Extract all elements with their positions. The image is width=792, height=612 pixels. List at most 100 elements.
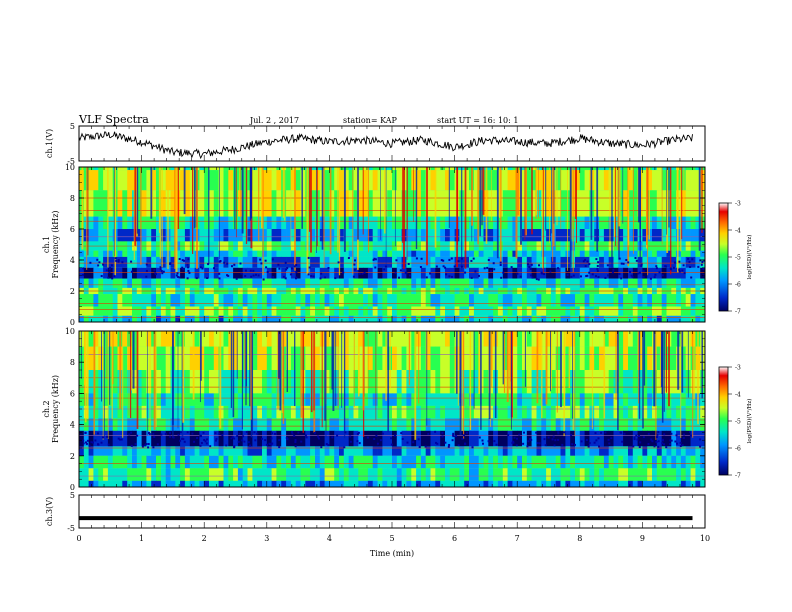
ch2-spec-cell bbox=[242, 393, 248, 406]
ch1-spec-cell bbox=[661, 170, 667, 191]
ch1-spec-cell bbox=[420, 278, 427, 288]
ch2-spec-cell bbox=[541, 405, 547, 419]
ch2-spec-cell bbox=[204, 370, 210, 394]
ch1-spec-cell bbox=[107, 229, 114, 242]
ch2-spec-cell bbox=[488, 346, 494, 370]
ch2-spec-cell bbox=[531, 418, 537, 431]
ch2-spec-cell bbox=[348, 405, 354, 419]
ch2-spec-cell bbox=[464, 430, 470, 447]
ch2-spec-cell bbox=[310, 418, 316, 431]
ch1-spec-cell bbox=[367, 216, 374, 229]
ch1-spec-cell bbox=[199, 190, 205, 217]
ch2-spec-speckle bbox=[294, 439, 297, 441]
ch2-spec-cell bbox=[613, 480, 619, 487]
ch2-spec-cell bbox=[676, 405, 682, 419]
ch2-spec-cell bbox=[502, 393, 508, 406]
ch1-spec-cell bbox=[213, 250, 219, 257]
ch1-spec-cell bbox=[213, 256, 219, 268]
ch1-spec-cell bbox=[117, 167, 123, 171]
ch2-spec-cell bbox=[122, 468, 128, 481]
ch1-spec-cell bbox=[507, 190, 513, 217]
ch1-spec-cell bbox=[382, 278, 388, 288]
ch1-spec-cell bbox=[189, 315, 195, 322]
ch1-spec-speckle bbox=[176, 275, 179, 278]
ch1-spec-cell bbox=[199, 294, 205, 307]
ch1-spec-speckle bbox=[183, 259, 185, 262]
ch1-spec-cell bbox=[502, 167, 508, 171]
ch1-spec-cell bbox=[618, 216, 624, 229]
ch1-spec-cell bbox=[594, 267, 600, 279]
ch1-spec-cell bbox=[560, 267, 566, 279]
ch1-spec-cell bbox=[628, 256, 634, 268]
ch2-spec-cell bbox=[194, 446, 200, 456]
ch2-spec-cell bbox=[488, 446, 494, 456]
ch2-spec-cell bbox=[276, 370, 282, 394]
ch1-spec-cell bbox=[324, 229, 330, 242]
ch2-spec-cell bbox=[473, 480, 480, 487]
ch1-spec-speckle bbox=[604, 276, 607, 279]
ch2-spec-cell bbox=[156, 455, 162, 469]
ch2-spec-cell bbox=[136, 480, 142, 487]
ch1-spec-cell bbox=[473, 167, 480, 171]
ch2-spec-cell bbox=[550, 331, 557, 347]
ch2-spec-speckle bbox=[215, 439, 217, 442]
ch2-spec-speckle bbox=[218, 432, 221, 435]
ch1-spec-cell bbox=[295, 229, 301, 242]
ch2-spec-cell bbox=[661, 405, 667, 419]
ch2-spec-cell bbox=[156, 480, 162, 487]
ch2-spec-cell bbox=[526, 405, 532, 419]
ch2-spec-cell bbox=[473, 446, 480, 456]
ch2-spec-cell bbox=[103, 418, 109, 431]
ch1-spec-cell bbox=[555, 250, 561, 257]
ch1-spec-ytick-label: 8 bbox=[70, 194, 75, 203]
ch1-spec-cell bbox=[228, 278, 234, 288]
ch2-spec-cell bbox=[647, 480, 653, 487]
ch2-spec-cell bbox=[478, 430, 484, 447]
ch2-spec-cell bbox=[295, 393, 301, 406]
ch1-spec-cell bbox=[599, 170, 605, 191]
ch1-spec-cell bbox=[603, 267, 610, 279]
ch1-spec-cell bbox=[343, 190, 349, 217]
ch1-spec-cell bbox=[184, 190, 191, 217]
ch2-spec-cell bbox=[367, 346, 374, 370]
ch1-spec-speckle bbox=[566, 273, 569, 276]
ch1-spec-cell bbox=[575, 306, 581, 316]
ch1-spec-cell bbox=[348, 190, 354, 217]
ch2-spec-cell bbox=[107, 346, 114, 370]
ch1-spec-cell bbox=[565, 170, 571, 191]
ch2-spec-cell bbox=[132, 418, 138, 431]
ch1-spec-cell bbox=[310, 294, 316, 307]
ch2-spec-cell bbox=[676, 455, 682, 469]
ch2-spec-cell bbox=[141, 331, 147, 347]
ch2-spec-cell bbox=[286, 346, 292, 370]
ch2-spec-cell bbox=[209, 405, 215, 419]
ch1-spec-cell bbox=[406, 294, 412, 307]
ch1-spec-cell bbox=[440, 167, 446, 171]
ch2-spec-cell bbox=[348, 446, 354, 456]
ch1-spec-cell bbox=[541, 250, 547, 257]
ch2-spec-speckle bbox=[193, 440, 196, 443]
ch2-spec-cell bbox=[305, 370, 311, 394]
ch1-spec-cell bbox=[546, 250, 552, 257]
ch1-spec-cell bbox=[560, 250, 566, 257]
ch2-spec-speckle bbox=[435, 441, 437, 444]
ch2-spec-cell bbox=[435, 430, 441, 447]
ch2-spec-cell bbox=[310, 480, 316, 487]
ch2-spec-cell bbox=[425, 370, 431, 394]
ch1-spec-cell bbox=[603, 278, 610, 288]
ch2-spec-cell bbox=[112, 468, 118, 481]
ch1-spec-speckle bbox=[582, 260, 585, 263]
ch1-spec-cell bbox=[233, 306, 239, 316]
ch2-spec-speckle bbox=[233, 437, 236, 440]
ch2-spec-cell bbox=[276, 430, 282, 447]
ch2-spec-cell bbox=[88, 331, 94, 347]
ch1-spec-cell bbox=[372, 190, 378, 217]
ch2-spec-cell bbox=[666, 446, 672, 456]
ch1-spec-cell bbox=[348, 267, 354, 279]
ch2-spec-cell bbox=[290, 370, 297, 394]
ch2-spec-cell bbox=[608, 346, 614, 370]
ch1-spec-cell bbox=[618, 294, 624, 307]
ch2-spec-cell bbox=[290, 418, 297, 431]
ch1-spec-cell bbox=[531, 278, 537, 288]
ch2-spec-cell bbox=[546, 455, 552, 469]
